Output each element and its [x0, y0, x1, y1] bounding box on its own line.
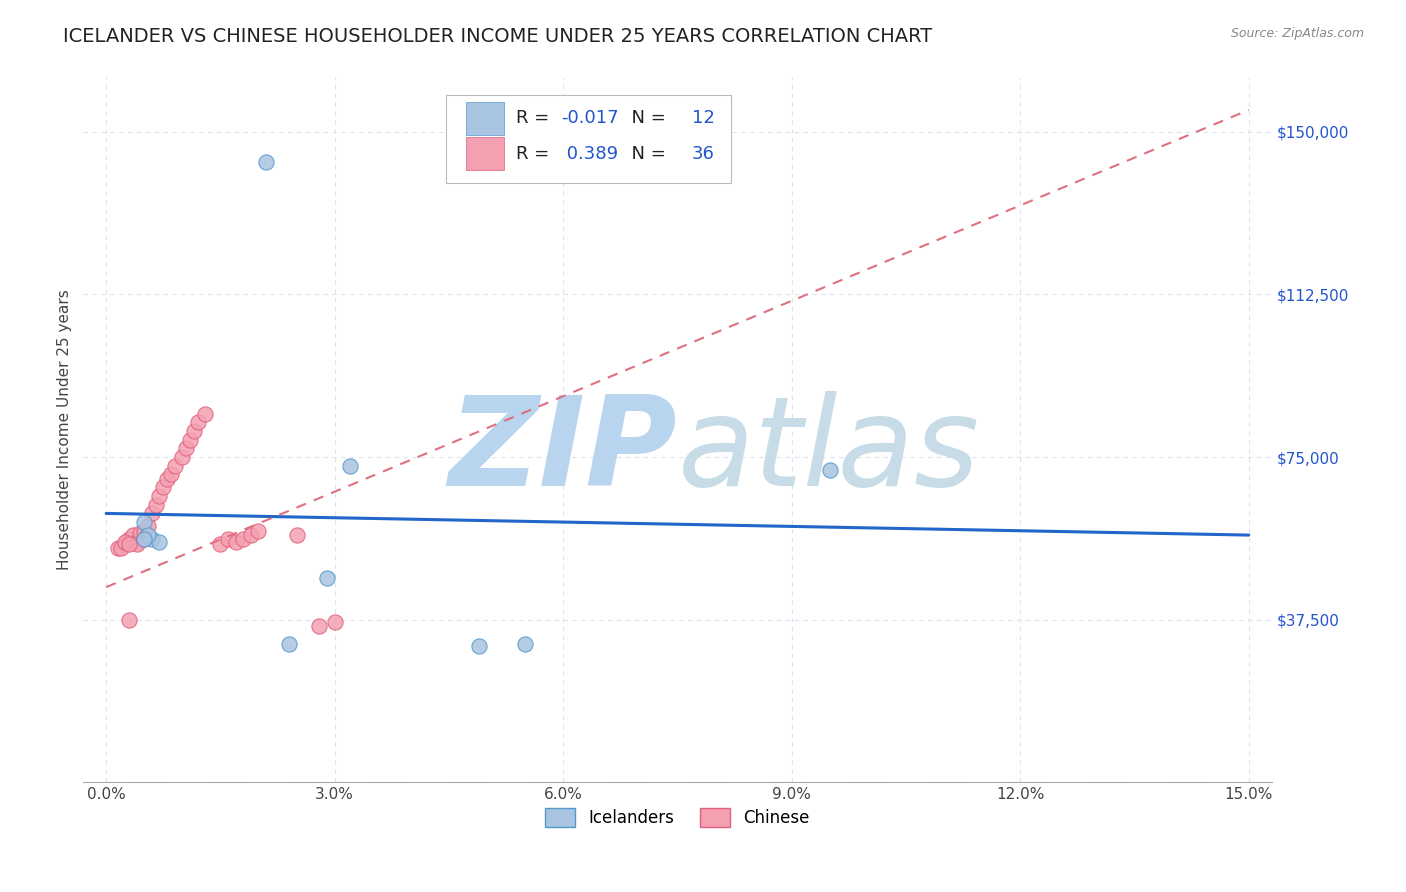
Point: [134, 515, 156, 529]
Point: [225, 534, 247, 549]
Point: [278, 636, 301, 650]
Legend: Icelanders, Chinese: Icelanders, Chinese: [538, 801, 815, 834]
Point: [179, 433, 201, 447]
FancyBboxPatch shape: [465, 102, 503, 135]
Point: [152, 480, 174, 494]
Point: [163, 458, 186, 473]
Point: [141, 533, 163, 547]
Point: [818, 463, 841, 477]
Text: Source: ZipAtlas.com: Source: ZipAtlas.com: [1230, 27, 1364, 40]
Point: [141, 507, 163, 521]
Point: [172, 450, 194, 464]
Point: [254, 155, 277, 169]
Point: [148, 489, 170, 503]
Text: ZIP: ZIP: [449, 391, 678, 511]
Point: [148, 534, 170, 549]
FancyBboxPatch shape: [446, 95, 731, 183]
Point: [114, 534, 136, 549]
Point: [118, 533, 141, 547]
Y-axis label: Householder Income Under 25 years: Householder Income Under 25 years: [58, 290, 72, 570]
Point: [308, 619, 330, 633]
Point: [239, 528, 262, 542]
Text: atlas: atlas: [678, 391, 980, 511]
Point: [513, 636, 536, 650]
Point: [187, 415, 209, 429]
Text: ICELANDER VS CHINESE HOUSEHOLDER INCOME UNDER 25 YEARS CORRELATION CHART: ICELANDER VS CHINESE HOUSEHOLDER INCOME …: [63, 27, 932, 45]
Point: [110, 541, 132, 555]
Point: [118, 537, 141, 551]
Text: R =: R =: [516, 110, 555, 128]
Point: [136, 519, 159, 533]
Point: [114, 537, 136, 551]
Point: [118, 613, 141, 627]
Point: [183, 424, 205, 438]
Point: [323, 615, 346, 629]
Point: [107, 541, 129, 555]
Point: [125, 537, 148, 551]
Point: [136, 528, 159, 542]
Point: [160, 467, 183, 482]
Text: 0.389: 0.389: [561, 145, 619, 162]
Point: [174, 442, 197, 456]
Text: N =: N =: [620, 110, 672, 128]
Point: [339, 458, 361, 473]
Point: [129, 525, 152, 540]
Point: [209, 537, 232, 551]
Text: 36: 36: [692, 145, 714, 162]
Point: [468, 639, 491, 653]
Point: [125, 534, 148, 549]
Point: [232, 533, 254, 547]
Text: R =: R =: [516, 145, 555, 162]
Point: [134, 524, 156, 538]
Text: -0.017: -0.017: [561, 110, 619, 128]
Point: [285, 528, 308, 542]
FancyBboxPatch shape: [465, 137, 503, 169]
Text: N =: N =: [620, 145, 672, 162]
Point: [217, 533, 239, 547]
Point: [194, 407, 217, 421]
Point: [316, 572, 339, 586]
Point: [156, 472, 179, 486]
Point: [145, 498, 167, 512]
Point: [121, 528, 143, 542]
Point: [134, 533, 156, 547]
Point: [134, 533, 156, 547]
Text: 12: 12: [692, 110, 714, 128]
Point: [247, 524, 270, 538]
